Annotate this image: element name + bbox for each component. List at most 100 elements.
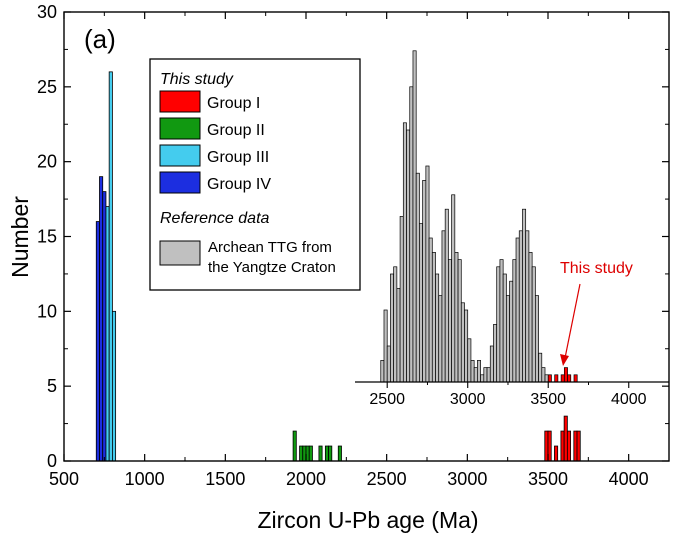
- inset-bar: [512, 259, 517, 383]
- inset-bar: [483, 367, 488, 383]
- y-axis-label: Number: [7, 196, 33, 278]
- inset-bar: [480, 374, 485, 383]
- bar-group-i: [573, 430, 578, 462]
- bar-group-iii: [112, 310, 117, 462]
- bar-group-ii: [337, 445, 342, 462]
- inset-bar: [438, 295, 443, 383]
- inset-bar: [502, 273, 507, 383]
- x-axis-label: Zircon U-Pb age (Ma): [257, 507, 478, 533]
- legend-label-reference-line2: the Yangtze Craton: [208, 259, 336, 276]
- x-tick-label: 500: [49, 469, 79, 489]
- inset-bar: [518, 230, 523, 383]
- axes: 500 1000 1500 2000 2500 3000 3500 4000 0 5 10 15 20 2…: [37, 2, 670, 489]
- x-tick-label: 4000: [609, 469, 649, 489]
- legend-label-group-iv: Group IV: [207, 176, 271, 193]
- inset-x-tick-label: 4000: [611, 391, 647, 408]
- inset-bar: [477, 360, 481, 383]
- bar-group-i: [554, 445, 559, 462]
- inset-bar: [473, 367, 478, 383]
- inset-bar: [496, 266, 501, 383]
- inset-x-tick-label: 3500: [530, 391, 566, 408]
- inset-bar: [441, 230, 446, 383]
- inset-bar: [547, 374, 552, 383]
- inset-bar: [448, 259, 452, 383]
- inset-bar: [525, 230, 530, 383]
- inset-bar: [538, 352, 543, 383]
- y-tick-label: 0: [47, 451, 57, 471]
- inset-bar: [444, 208, 449, 383]
- panel-label: (a): [84, 24, 116, 54]
- x-tick-label: 3000: [447, 469, 487, 489]
- inset-annotation-label: This study: [560, 260, 633, 277]
- inset-bar: [454, 252, 459, 383]
- legend-heading-reference: Reference data: [160, 210, 270, 227]
- inset-bar: [467, 338, 472, 383]
- bar-group-iv: [95, 221, 100, 462]
- legend-label-group-i: Group I: [207, 95, 260, 112]
- bar-group-iii: [108, 71, 113, 462]
- bar-group-ii: [328, 445, 333, 462]
- inset-bar: [402, 122, 407, 383]
- bar-group-iv: [99, 176, 104, 462]
- inset-bar: [464, 309, 469, 383]
- inset-bar: [409, 86, 414, 383]
- legend-label-group-ii: Group II: [207, 122, 265, 139]
- inset-bar: [470, 360, 475, 383]
- inset-bar: [531, 266, 536, 383]
- x-tick-label: 2000: [286, 469, 326, 489]
- inset-bar: [435, 273, 440, 383]
- bar-group-ii: [292, 430, 297, 462]
- bar-group-i: [563, 415, 568, 462]
- x-tick-label: 1500: [205, 469, 245, 489]
- inset-bar: [493, 324, 498, 383]
- inset-x-tick-label: 2500: [369, 391, 405, 408]
- legend-label-reference-line1: Archean TTG from: [208, 239, 332, 256]
- inset-bar: [560, 374, 565, 383]
- bar-group-ii: [318, 445, 323, 462]
- y-tick-label: 20: [37, 152, 57, 172]
- inset-bar: [534, 295, 539, 383]
- legend-heading-this-study: This study: [160, 71, 234, 88]
- inset-bar: [486, 367, 491, 383]
- inset-bar: [383, 309, 388, 383]
- inset-bar: [399, 216, 404, 383]
- inset-bar: [451, 194, 456, 383]
- bar-group-ii: [299, 445, 304, 462]
- bar-group-iii: [105, 206, 110, 462]
- inset-bar: [422, 180, 427, 383]
- bar-group-i: [576, 430, 581, 462]
- inset-bar: [515, 237, 520, 383]
- y-tick-label: 30: [37, 2, 57, 22]
- legend-swatch-reference: [159, 240, 201, 266]
- inset-bar: [528, 252, 533, 383]
- inset-bar: [419, 223, 423, 383]
- legend-swatch-group-iv: [159, 171, 201, 194]
- legend-swatch-group-iii: [159, 144, 201, 167]
- annotation-arrow-line: [564, 283, 581, 359]
- legend-swatch-group-i: [159, 90, 201, 113]
- inset-bar: [457, 259, 462, 383]
- legend-label-group-iii: Group III: [207, 149, 269, 166]
- y-tick-label: 15: [37, 227, 57, 247]
- inset-bar: [489, 345, 494, 383]
- inset-bar: [460, 302, 465, 383]
- bar-group-i: [560, 430, 565, 462]
- inset-bar: [393, 266, 398, 383]
- inset-bar: [522, 208, 527, 383]
- inset-bar: [390, 273, 394, 383]
- annotation-arrow-head: [560, 354, 569, 366]
- inset-bar: [396, 288, 401, 383]
- x-tick-label: 3500: [528, 469, 568, 489]
- inset-annotation: This study: [560, 260, 633, 366]
- inset-bar: [573, 374, 578, 383]
- inset-bar: [412, 50, 417, 383]
- inset-bar: [506, 295, 510, 383]
- bar-group-iv: [102, 191, 107, 462]
- inset-axes: 2500 3000 3500 4000: [355, 381, 669, 408]
- inset-histogram-bars: [380, 50, 578, 383]
- inset-bar: [406, 129, 411, 383]
- bar-group-ii: [308, 445, 313, 462]
- legend-swatch-group-ii: [159, 117, 201, 140]
- bar-group-i: [566, 430, 571, 462]
